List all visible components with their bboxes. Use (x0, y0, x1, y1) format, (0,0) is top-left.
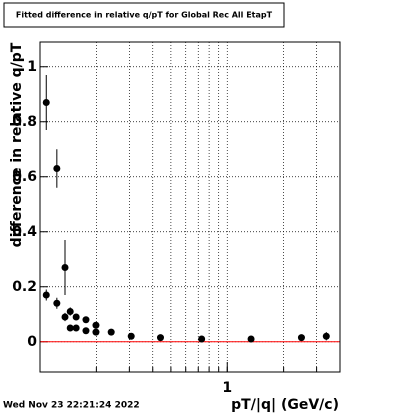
y-tick-label: 0.4 (12, 224, 37, 240)
y-axis-label: difference in relative q/pT (9, 42, 25, 247)
x-tick-label: 1 (222, 380, 232, 396)
point (82, 316, 90, 324)
chart-title: Fitted difference in relative q/pT for G… (16, 11, 273, 20)
point (156, 334, 164, 342)
point (92, 328, 100, 336)
point (66, 324, 74, 332)
point (72, 324, 80, 332)
point (322, 332, 330, 340)
point (92, 321, 100, 329)
y-tick-label: 1 (27, 59, 37, 75)
y-tick-label: 0.2 (12, 279, 37, 295)
point (127, 332, 135, 340)
y-tick-label: 0 (27, 334, 37, 350)
point (107, 328, 115, 336)
title-box (3, 2, 285, 28)
point (61, 264, 69, 271)
point (53, 165, 61, 172)
point (53, 299, 61, 307)
point (198, 335, 206, 343)
point (247, 335, 255, 343)
point (61, 313, 69, 321)
point (42, 291, 50, 299)
point (72, 313, 80, 321)
point (82, 327, 90, 335)
footer-date: Wed Nov 23 22:21:24 2022 (3, 401, 140, 411)
y-tick-label: 0.8 (12, 114, 37, 130)
y-tick-label: 0.6 (12, 169, 37, 185)
point (66, 308, 74, 315)
point (297, 334, 305, 342)
point (42, 99, 50, 106)
plot-frame (39, 41, 341, 373)
x-axis-label: pT/|q| (GeV/c) (231, 397, 339, 413)
